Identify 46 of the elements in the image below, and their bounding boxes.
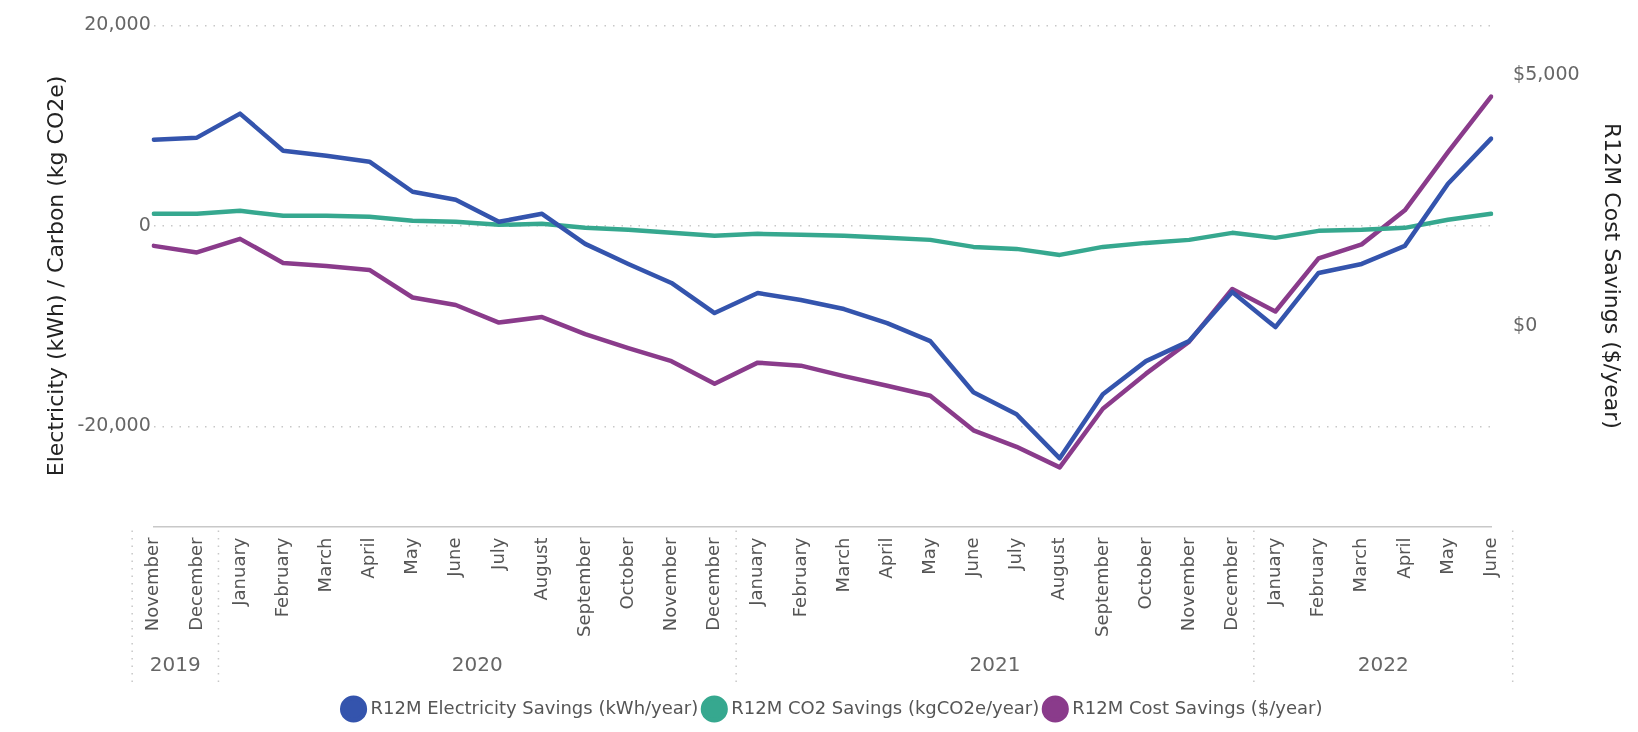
y2-tick-label: $5,000 <box>1513 62 1580 85</box>
x-tick-label: September <box>572 536 594 638</box>
x-tick-label: May <box>917 537 939 575</box>
x-tick-label: July <box>1004 537 1026 571</box>
x-tick-label: December <box>702 536 724 631</box>
text: 2019 <box>149 652 201 677</box>
x-tick-label: March <box>831 537 853 593</box>
x-tick-label: October <box>615 536 637 610</box>
y-tick-label: -20,000 <box>77 413 151 436</box>
x-tick-label: December <box>184 536 206 631</box>
x-tick-label: June <box>961 537 983 578</box>
x-tick-label: February <box>1306 537 1328 618</box>
x-tick-label: December <box>1219 536 1241 631</box>
x-tick-label: August <box>529 537 551 601</box>
x-tick-label: November <box>1176 536 1198 632</box>
x-tick-label: January <box>745 537 767 607</box>
x-tick-label: October <box>1133 536 1155 610</box>
y2-axis-title: R12M Cost Savings ($/year) <box>1600 123 1626 429</box>
x-tick-label: May <box>1435 537 1457 575</box>
x-tick-label: November <box>141 536 163 632</box>
x-tick-label: August <box>1047 537 1069 601</box>
x-tick-label: January <box>1263 537 1285 607</box>
x-tick-label: January <box>227 537 249 607</box>
x-tick-label: May <box>400 537 422 575</box>
x-tick-label: June <box>1478 537 1500 578</box>
x-tick-label: March <box>313 537 335 593</box>
x-tick-label: September <box>1090 536 1112 638</box>
x-tick-label: November <box>659 536 681 632</box>
text: 2021 <box>969 652 1021 677</box>
x-tick-label: March <box>1349 537 1371 593</box>
legend-label: R12M CO2 Savings (kgCO2e/year) <box>731 696 1040 718</box>
y-tick-label: 0 <box>138 212 151 235</box>
x-tick-label: February <box>788 537 810 618</box>
y-tick-label: 20,000 <box>84 12 151 35</box>
x-tick-label: February <box>270 537 292 618</box>
legend-label: R12M Cost Savings ($/year) <box>1072 696 1323 718</box>
x-tick-label: June <box>443 537 465 578</box>
text: 2022 <box>1357 652 1409 677</box>
x-tick-label: April <box>357 537 379 579</box>
x-tick-label: July <box>486 537 508 571</box>
y2-tick-label: $0 <box>1513 313 1538 335</box>
x-tick-label: April <box>1392 537 1414 579</box>
text: 2020 <box>451 652 503 677</box>
x-tick-label: April <box>874 537 896 579</box>
legend-label: R12M Electricity Savings (kWh/year) <box>370 696 699 718</box>
y-axis-title: Electricity (kWh) / Carbon (kg CO2e) <box>42 75 68 477</box>
